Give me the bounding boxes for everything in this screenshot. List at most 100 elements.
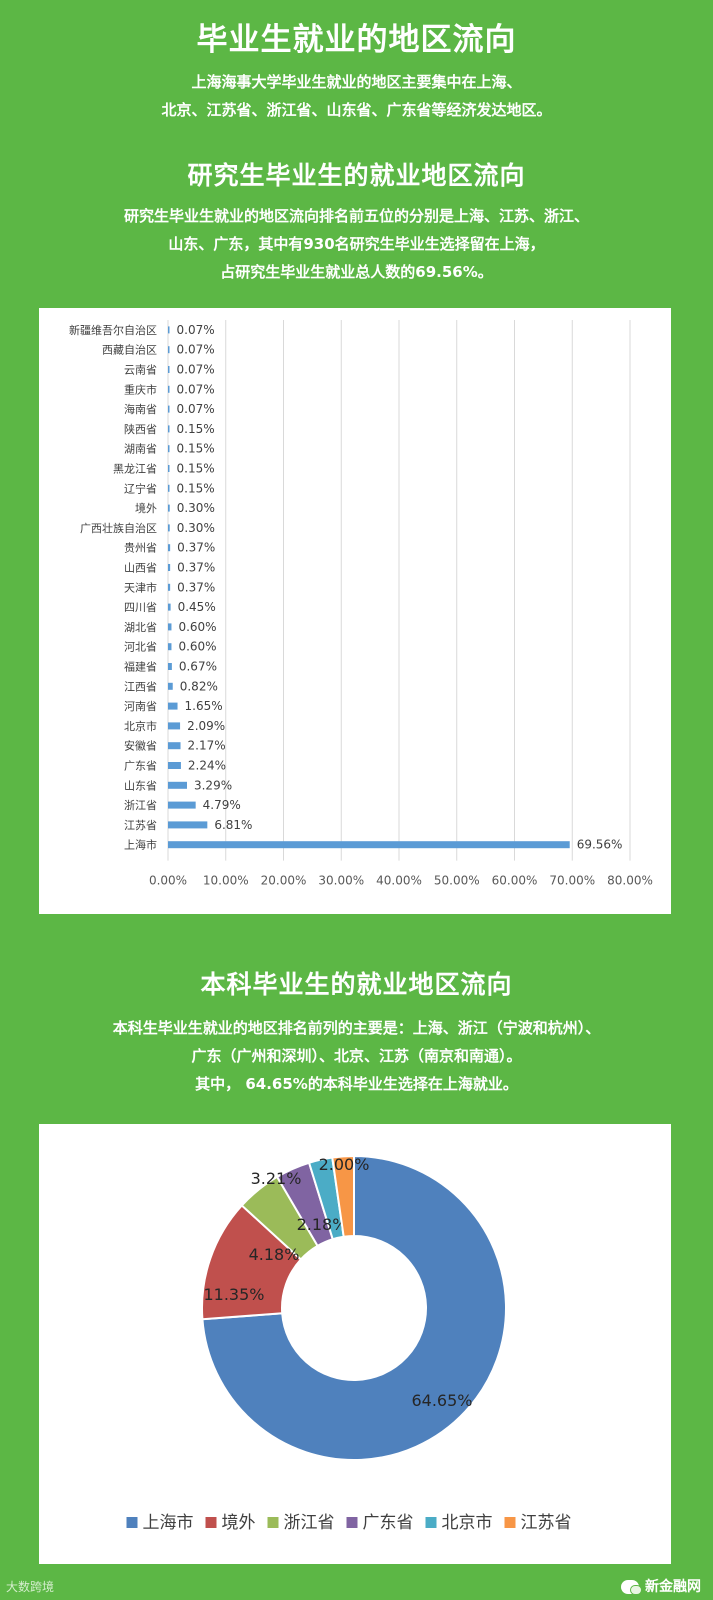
category-label: 辽宁省 <box>124 481 157 495</box>
data-label: 0.82% <box>180 679 218 693</box>
data-label: 2.17% <box>188 739 226 753</box>
legend-swatch <box>504 1517 516 1528</box>
legend-label: 北京市 <box>442 1513 493 1533</box>
category-label: 四川省 <box>124 601 157 614</box>
slice-label: 3.21% <box>251 1169 302 1188</box>
undergrad-line: 其中， 64.65%的本科毕业生选择在上海就业。 <box>195 1075 518 1093</box>
slice-label: 2.00% <box>319 1155 370 1174</box>
category-label: 天津市 <box>124 580 157 594</box>
bar <box>168 722 181 730</box>
data-label: 0.07% <box>177 382 215 396</box>
category-label: 山东省 <box>124 779 157 792</box>
grad-line: 研究生毕业生就业的地区流向排名前五位的分别是上海、江苏、浙江、 <box>123 207 589 225</box>
category-label: 湖北省 <box>124 621 157 634</box>
category-label: 广东省 <box>124 760 157 773</box>
bar <box>168 663 172 670</box>
category-label: 上海市 <box>124 838 157 852</box>
legend-label: 江苏省 <box>521 1513 572 1533</box>
data-label: 0.45% <box>178 600 216 614</box>
legend-label: 境外 <box>222 1513 256 1533</box>
bar <box>168 544 171 552</box>
bar <box>168 762 181 769</box>
grad-line: 山东、广东，其中有930名研究生毕业生选择留在上海， <box>168 235 545 253</box>
data-label: 3.29% <box>194 778 232 792</box>
bar <box>168 623 172 631</box>
data-label: 0.15% <box>177 462 215 476</box>
category-label: 河北省 <box>124 641 157 654</box>
category-label: 陕西省 <box>124 422 157 436</box>
category-label: 江西省 <box>124 680 157 693</box>
bar <box>168 564 171 571</box>
intro-line: 上海海事大学毕业生就业的地区主要集中在上海、 <box>191 73 522 91</box>
bar <box>168 504 170 512</box>
category-label: 海南省 <box>124 402 157 416</box>
legend-swatch <box>205 1517 217 1528</box>
grad-line: 占研究生毕业生就业总人数的69.56%。 <box>220 263 493 281</box>
data-label: 0.07% <box>177 363 215 377</box>
bar <box>168 366 170 373</box>
footer-brand-label: 新金融网 <box>645 1579 701 1595</box>
category-label: 湖南省 <box>124 443 157 456</box>
bar <box>168 385 170 393</box>
x-tick-label: 20.00% <box>261 874 307 888</box>
category-label: 重庆市 <box>124 382 157 396</box>
x-tick-label: 80.00% <box>607 874 653 888</box>
slice-label: 4.18% <box>249 1245 300 1264</box>
data-label: 1.65% <box>185 699 223 713</box>
bar <box>168 643 172 651</box>
data-label: 0.07% <box>177 402 215 416</box>
data-label: 0.30% <box>177 501 215 515</box>
donut-slice <box>201 1154 507 1461</box>
bar <box>168 465 170 472</box>
category-label: 西藏自治区 <box>102 343 157 357</box>
page-title: 毕业生就业的地区流向 <box>196 22 517 58</box>
grad-section-title: 研究生毕业生的就业地区流向 <box>187 161 526 190</box>
bar <box>168 801 196 809</box>
legend-label: 浙江省 <box>284 1513 335 1533</box>
data-label: 0.30% <box>177 521 215 535</box>
footer-brand: 新金融网 <box>621 1576 701 1596</box>
footer-source: 大数跨境 <box>6 1580 55 1594</box>
slice-label: 64.65% <box>411 1391 472 1410</box>
bar <box>168 425 170 433</box>
category-label: 境外 <box>135 501 157 515</box>
x-tick-label: 30.00% <box>318 874 364 888</box>
legend-label: 上海市 <box>143 1513 194 1533</box>
data-label: 4.79% <box>203 798 241 812</box>
data-label: 0.67% <box>179 660 217 674</box>
category-label: 福建省 <box>124 660 157 674</box>
bar <box>168 742 181 750</box>
donut-chart-panel: 64.65% 11.35% 4.18% 3.21% 2.18% 2.00% 上海市 境外 浙江省… <box>39 1124 671 1564</box>
bar <box>168 841 570 849</box>
bar <box>168 702 178 710</box>
intro-text: 上海海事大学毕业生就业的地区主要集中在上海、 北京、江苏省、浙江省、山东省、广东… <box>0 68 713 124</box>
bar-chart: 0.00% 10.00% 20.00% 30.00% 40.00% 50.00% 60.00… <box>69 320 653 888</box>
bar <box>168 682 173 690</box>
bar <box>168 326 170 334</box>
bar <box>168 821 208 829</box>
bar <box>168 781 187 789</box>
data-label: 0.37% <box>177 580 215 594</box>
data-label: 0.15% <box>177 422 215 436</box>
data-label: 0.60% <box>178 620 216 634</box>
bar <box>168 405 170 413</box>
category-label: 云南省 <box>124 364 157 377</box>
x-tick-label: 50.00% <box>434 874 480 888</box>
category-label: 北京市 <box>124 719 157 733</box>
slice-label: 2.18% <box>297 1215 348 1234</box>
data-label: 0.07% <box>177 343 215 357</box>
category-label: 山西省 <box>124 562 157 575</box>
x-tick-label: 60.00% <box>492 874 538 888</box>
intro-line: 北京、江苏省、浙江省、山东省、广东省等经济发达地区。 <box>161 101 552 119</box>
grad-section-text: 研究生毕业生就业的地区流向排名前五位的分别是上海、江苏、浙江、 山东、广东，其中… <box>0 202 713 286</box>
legend-swatch <box>425 1517 437 1528</box>
bar <box>168 346 170 354</box>
undergrad-section-text: 本科生毕业生就业的地区排名前列的主要是：上海、浙江（宁波和杭州）、 广东（广州和… <box>0 1014 713 1098</box>
category-label: 黑龙江省 <box>113 463 157 476</box>
bar <box>168 445 170 453</box>
category-label: 广西壮族自治区 <box>80 521 157 535</box>
legend-swatch <box>126 1517 138 1528</box>
undergrad-line: 广东（广州和深圳）、北京、江苏（南京和南通）。 <box>191 1047 522 1065</box>
data-label: 0.37% <box>177 541 215 555</box>
category-label: 贵州省 <box>124 542 157 555</box>
